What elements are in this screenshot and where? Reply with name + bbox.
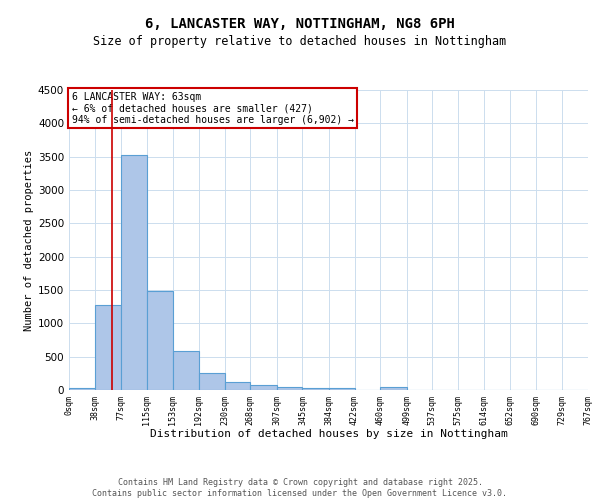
Bar bbox=[329, 388, 355, 390]
Text: 6, LANCASTER WAY, NOTTINGHAM, NG8 6PH: 6, LANCASTER WAY, NOTTINGHAM, NG8 6PH bbox=[145, 18, 455, 32]
Bar bbox=[69, 388, 95, 390]
Bar bbox=[147, 290, 173, 390]
Bar bbox=[121, 154, 147, 390]
Text: Size of property relative to detached houses in Nottingham: Size of property relative to detached ho… bbox=[94, 35, 506, 48]
Y-axis label: Number of detached properties: Number of detached properties bbox=[24, 150, 34, 330]
Bar bbox=[224, 382, 250, 390]
Bar bbox=[302, 388, 329, 390]
X-axis label: Distribution of detached houses by size in Nottingham: Distribution of detached houses by size … bbox=[149, 429, 508, 439]
Bar bbox=[199, 374, 224, 390]
Bar bbox=[277, 388, 302, 390]
Bar bbox=[173, 350, 199, 390]
Text: 6 LANCASTER WAY: 63sqm
← 6% of detached houses are smaller (427)
94% of semi-det: 6 LANCASTER WAY: 63sqm ← 6% of detached … bbox=[71, 92, 353, 124]
Bar bbox=[95, 304, 121, 390]
Bar bbox=[250, 384, 277, 390]
Bar bbox=[380, 388, 407, 390]
Text: Contains HM Land Registry data © Crown copyright and database right 2025.
Contai: Contains HM Land Registry data © Crown c… bbox=[92, 478, 508, 498]
